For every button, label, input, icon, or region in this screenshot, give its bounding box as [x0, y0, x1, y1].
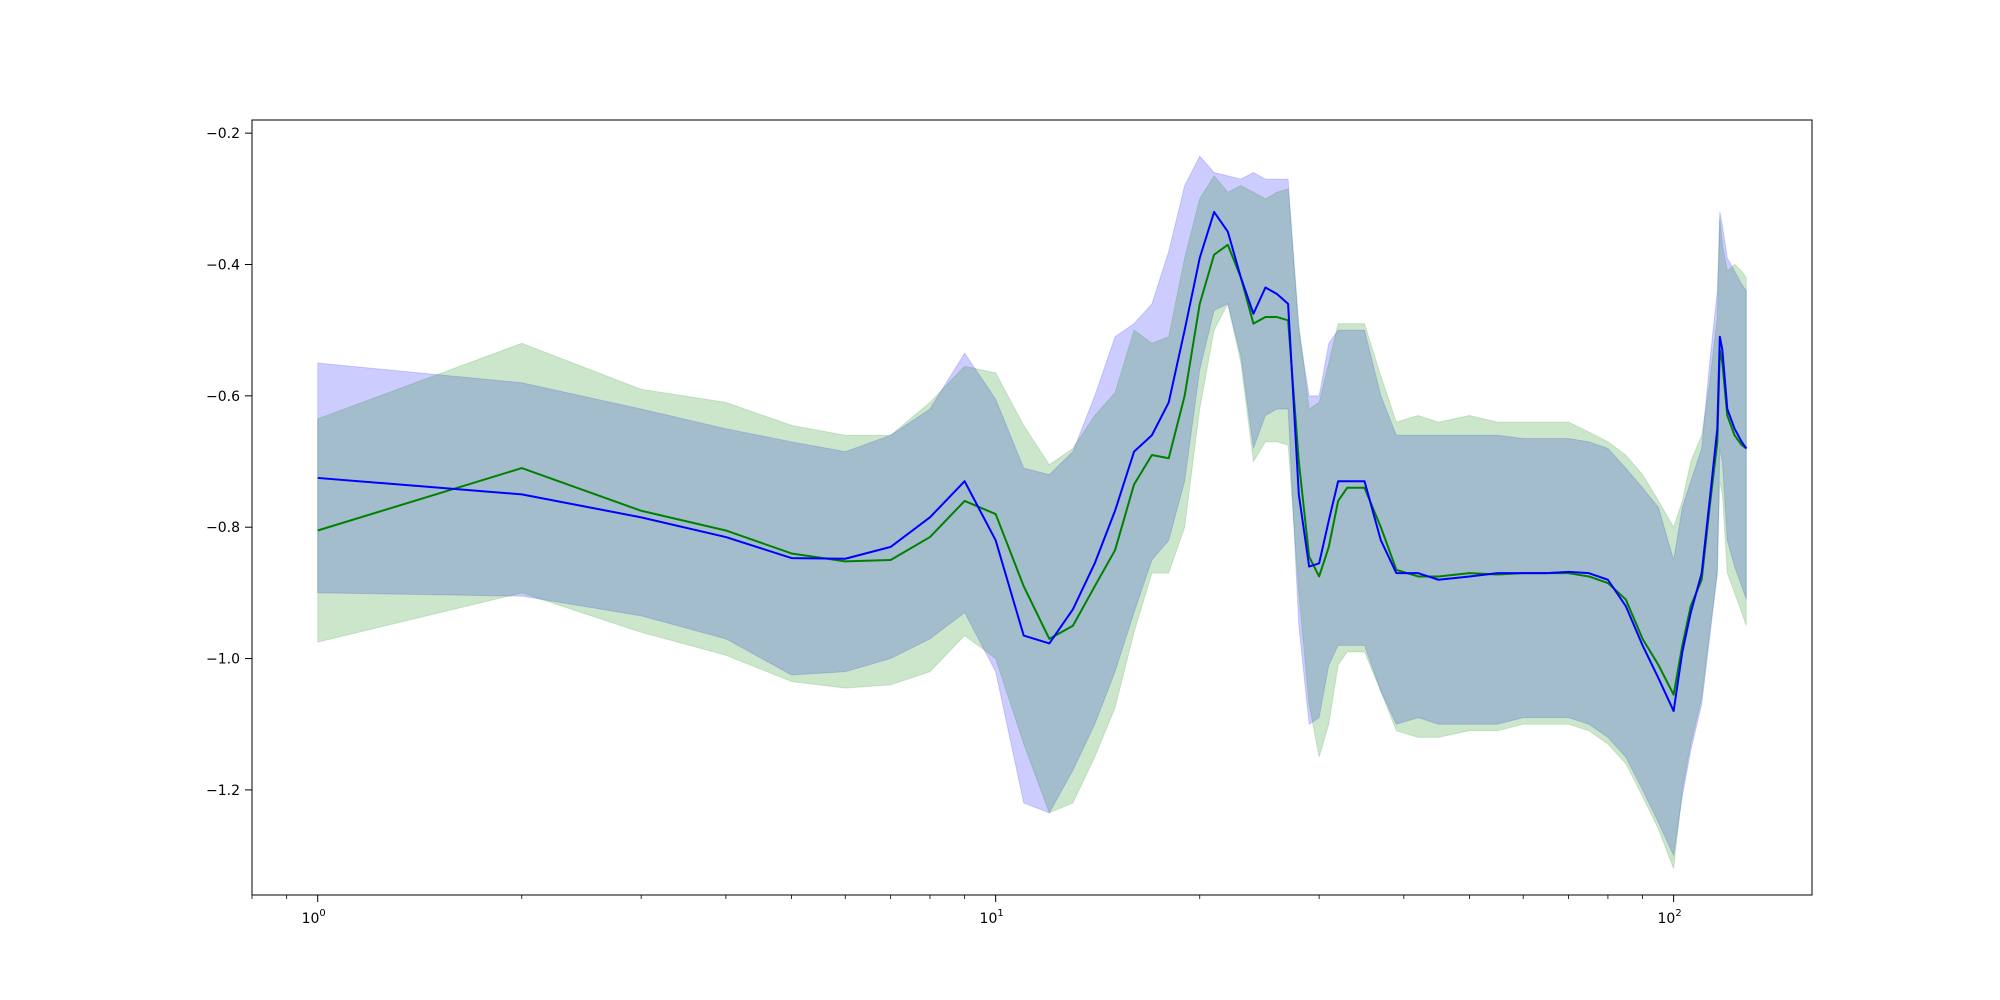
confidence-bands — [317, 155, 1747, 869]
plot-frame — [251, 119, 1813, 896]
x-tick-label: 100 — [302, 908, 326, 927]
y-tick-label: −0.2 — [206, 126, 240, 142]
series-1-band — [317, 155, 1747, 858]
series-2-band — [317, 174, 1747, 869]
y-axis: −0.2 −0.4 −0.6 −0.8 −1.0 −1.2 — [206, 126, 252, 799]
y-tick-label: −1.0 — [206, 652, 240, 668]
series-2-line — [317, 243, 1747, 696]
y-tick-label: −1.2 — [206, 783, 240, 799]
x-tick-label: 101 — [980, 908, 1004, 927]
y-tick-label: −0.6 — [206, 389, 240, 405]
series-1-line — [317, 210, 1748, 713]
x-tick-label: 102 — [1658, 908, 1682, 927]
y-tick-label: −0.8 — [206, 520, 240, 536]
y-tick-label: −0.4 — [206, 257, 240, 273]
series-lines — [317, 210, 1748, 713]
x-axis: 100 101 102 — [251, 895, 1682, 927]
